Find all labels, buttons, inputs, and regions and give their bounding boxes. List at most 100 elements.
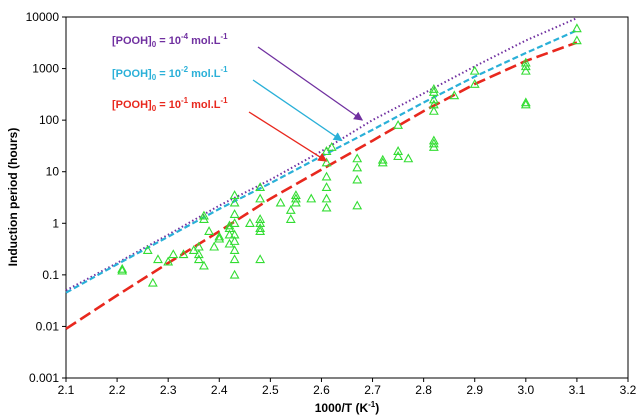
series-line-2 bbox=[65, 41, 578, 330]
data-point bbox=[352, 153, 363, 163]
series-curves bbox=[65, 17, 578, 330]
data-point bbox=[142, 245, 153, 255]
x-tick-label: 3.2 bbox=[620, 383, 637, 397]
x-tick-label: 2.1 bbox=[58, 383, 75, 397]
data-point bbox=[229, 218, 240, 228]
y-tick-label: 0.01 bbox=[36, 319, 60, 333]
data-point bbox=[199, 260, 209, 270]
data-point bbox=[377, 154, 388, 164]
data-point bbox=[285, 204, 296, 214]
data-point bbox=[224, 229, 235, 239]
data-point bbox=[428, 135, 439, 145]
y-tick-label: 10000 bbox=[26, 10, 60, 24]
data-point bbox=[229, 190, 240, 199]
data-point bbox=[255, 226, 266, 236]
x-tick-label: 2.6 bbox=[313, 383, 330, 397]
data-point bbox=[229, 229, 240, 239]
x-tick-label: 2.3 bbox=[160, 383, 177, 397]
data-point bbox=[469, 78, 480, 88]
data-point bbox=[428, 138, 439, 148]
y-tick-label: 0.001 bbox=[29, 371, 59, 385]
data-point bbox=[321, 202, 332, 212]
data-point bbox=[290, 190, 301, 199]
data-point bbox=[321, 157, 332, 167]
data-point bbox=[469, 65, 480, 75]
series-annotation-label: [POOH]0 = 10-4 mol.L-1 bbox=[112, 32, 228, 49]
data-point bbox=[306, 193, 317, 203]
data-point bbox=[229, 209, 240, 218]
data-point bbox=[520, 65, 531, 75]
data-point bbox=[214, 231, 225, 241]
data-point bbox=[255, 223, 266, 233]
data-point bbox=[255, 214, 266, 223]
annotation-arrow bbox=[257, 46, 364, 121]
data-point bbox=[229, 245, 240, 255]
data-point bbox=[229, 254, 240, 264]
data-point bbox=[352, 200, 363, 210]
data-point bbox=[285, 214, 296, 223]
data-point bbox=[193, 241, 204, 251]
series-annotation-label: [POOH]0 = 10-2 mol.L-1 bbox=[112, 65, 228, 82]
x-tick-label: 2.9 bbox=[466, 383, 483, 397]
y-tick-label: 100 bbox=[39, 113, 59, 127]
data-point bbox=[275, 197, 286, 207]
x-tick-label: 3.0 bbox=[517, 383, 534, 397]
data-point bbox=[153, 254, 163, 264]
data-point bbox=[428, 86, 439, 96]
data-point bbox=[321, 182, 332, 191]
data-point bbox=[255, 182, 266, 191]
x-tick-label: 3.1 bbox=[569, 383, 586, 397]
data-point bbox=[321, 193, 332, 203]
data-point bbox=[193, 254, 204, 264]
annotation-arrow bbox=[248, 111, 328, 162]
axis-ticks: 2.1 2.2 2.3 2.4 2.5 2.6 2.7 2.8 2.9 3.0 3.1 3.2 0.00… bbox=[26, 10, 637, 397]
series-points bbox=[117, 23, 582, 287]
data-point bbox=[428, 105, 439, 115]
data-point bbox=[168, 249, 179, 259]
data-point bbox=[428, 83, 439, 93]
data-point bbox=[403, 153, 414, 163]
annotations: [POOH]0 = 10-4 mol.L-1 [POOH]0 = 10-2 mol… bbox=[112, 32, 364, 162]
data-point bbox=[209, 241, 220, 251]
x-tick-label: 2.4 bbox=[211, 383, 228, 397]
data-point bbox=[199, 210, 209, 220]
data-point bbox=[352, 174, 363, 184]
data-point bbox=[520, 57, 531, 67]
y-tick-label: 1000 bbox=[32, 62, 59, 76]
x-tick-label: 2.5 bbox=[262, 383, 279, 397]
data-point bbox=[571, 35, 582, 45]
series-line-0 bbox=[65, 17, 578, 292]
data-point bbox=[321, 171, 332, 181]
data-point bbox=[393, 146, 404, 155]
data-point bbox=[520, 97, 531, 107]
data-point bbox=[428, 94, 439, 104]
data-point bbox=[229, 197, 240, 207]
data-point bbox=[449, 90, 460, 100]
x-axis-title: 1000/T (K-1) bbox=[315, 400, 379, 415]
y-axis-title: Induction period (hours) bbox=[6, 128, 20, 267]
data-point bbox=[117, 263, 128, 273]
data-point bbox=[204, 226, 214, 236]
data-point bbox=[377, 157, 388, 167]
plot-frame bbox=[65, 16, 629, 379]
data-point bbox=[193, 249, 204, 259]
series-annotation-label: [POOH]0 = 10-1 mol.L-1 bbox=[112, 96, 228, 113]
data-point bbox=[229, 236, 240, 245]
data-point bbox=[393, 151, 404, 160]
x-tick-label: 2.8 bbox=[415, 383, 432, 397]
data-point bbox=[244, 218, 255, 228]
x-tick-label: 2.7 bbox=[364, 383, 381, 397]
data-point bbox=[224, 223, 235, 233]
data-point bbox=[393, 120, 404, 129]
y-tick-label: 0.1 bbox=[42, 268, 59, 282]
data-point bbox=[147, 277, 158, 287]
data-point bbox=[255, 254, 266, 264]
data-point bbox=[117, 265, 128, 275]
data-point bbox=[520, 99, 531, 109]
data-point bbox=[352, 162, 363, 172]
annotation-arrow bbox=[252, 79, 343, 142]
data-point bbox=[255, 193, 266, 203]
y-tick-label: 10 bbox=[46, 165, 60, 179]
data-point bbox=[229, 269, 240, 279]
